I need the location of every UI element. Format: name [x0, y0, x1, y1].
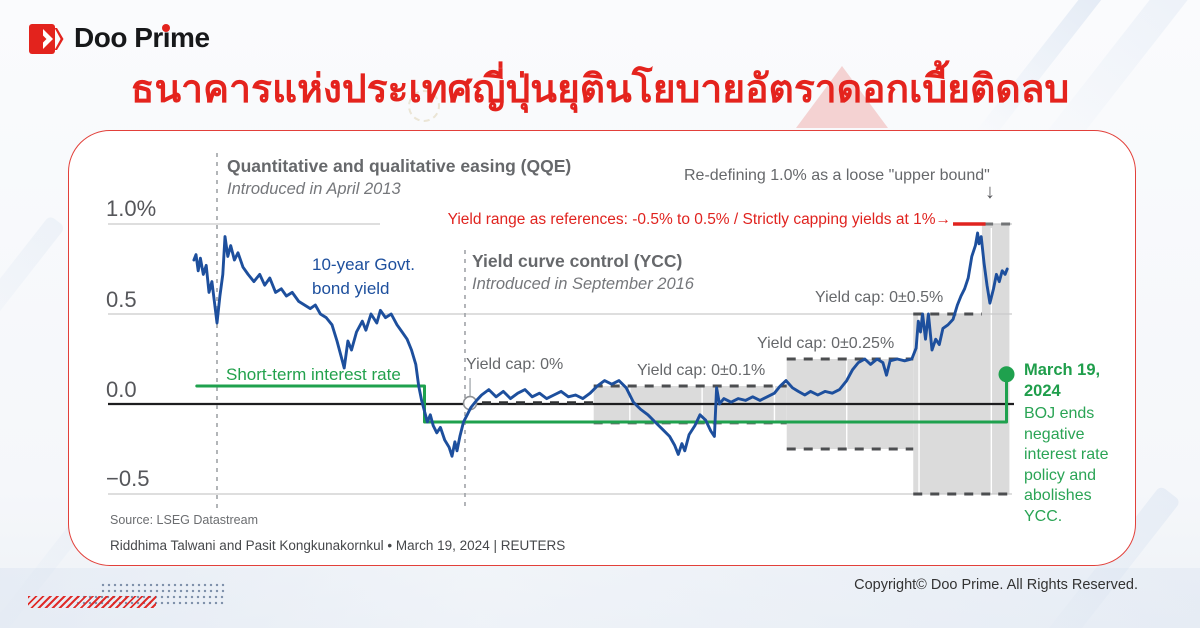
yield-cap-0-label: Yield cap: 0% [466, 356, 564, 373]
decor-dot-grid [100, 582, 226, 593]
ycc-annotation: Yield curve control (YCC) Introduced in … [472, 250, 694, 295]
byline: Riddhima Talwani and Pasit Kongkunakornk… [110, 538, 566, 553]
copyright-text: Copyright© Doo Prime. All Rights Reserve… [854, 577, 1138, 593]
source-note: Source: LSEG Datastream [110, 513, 258, 527]
decor-streak [0, 215, 66, 385]
bond-yield-series-label: 10-year Govt. bond yield [312, 255, 415, 298]
qqe-title: Quantitative and qualitative easing (QQE… [227, 156, 572, 176]
brand-logo [28, 19, 66, 59]
yield-cap-05-label: Yield cap: 0±0.5% [815, 289, 944, 306]
doo-prime-logo-icon [29, 24, 64, 54]
redefining-note: Re-defining 1.0% as a loose "upper bound… [684, 167, 990, 184]
march-2024-date: March 19, 2024 [1024, 361, 1101, 400]
ycc-subtitle: Introduced in September 2016 [472, 275, 694, 293]
qqe-subtitle: Introduced in April 2013 [227, 180, 401, 198]
decor-coin-doodle [408, 90, 440, 122]
decor-triangle [796, 66, 888, 128]
brand-i-dot [162, 24, 170, 32]
y-tick-neg-0-5: −0.5 [106, 466, 150, 491]
yield-range-note: Yield range as references: -0.5% to 0.5%… [447, 211, 951, 228]
yield-cap-025-label: Yield cap: 0±0.25% [757, 335, 895, 352]
y-tick-0-0: 0.0 [106, 377, 137, 402]
short-rate-series-label: Short-term interest rate [226, 365, 401, 384]
y-tick-1-0: 1.0% [106, 196, 157, 221]
ycc-title: Yield curve control (YCC) [472, 251, 683, 271]
decor-hatch-bar [28, 596, 156, 608]
y-tick-0-5: 0.5 [106, 287, 137, 312]
qqe-annotation: Quantitative and qualitative easing (QQE… [227, 155, 571, 200]
march-2024-annotation: March 19, 2024 BOJ ends negative interes… [1024, 360, 1130, 527]
march-2024-text: BOJ ends negative interest rate policy a… [1024, 405, 1109, 525]
brand-name: Doo Prime [74, 22, 210, 53]
page-title: ธนาคารแห่งประเทศญี่ปุ่นยุตินโยบายอัตราดอ… [130, 68, 1070, 111]
down-arrow-icon: ↓ [985, 181, 995, 203]
yield-cap-01-label: Yield cap: 0±0.1% [637, 362, 766, 379]
